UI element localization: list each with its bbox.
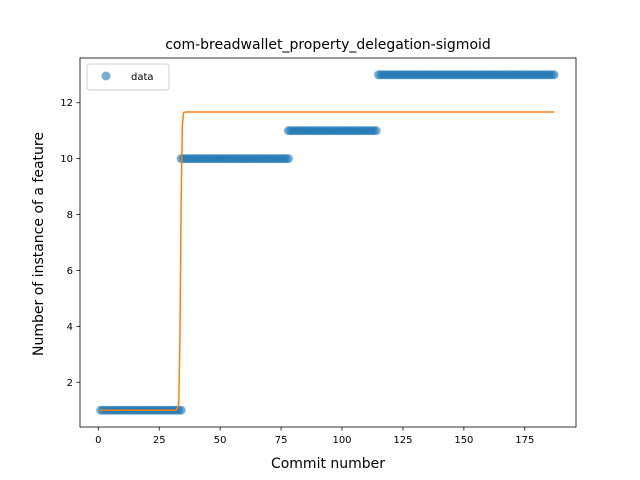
y-tick-label: 2: [67, 378, 73, 389]
y-tick-label: 8: [67, 210, 73, 221]
axes-frame: [79, 57, 577, 428]
y-tick-label: 10: [60, 154, 73, 165]
plot-area: [96, 70, 559, 415]
legend-frame: [86, 63, 170, 91]
x-tick-label: 50: [214, 435, 227, 446]
legend: data: [86, 63, 170, 91]
chart-title: com-breadwallet_property_delegation-sigm…: [165, 37, 491, 53]
x-axis-label: Commit number: [271, 456, 385, 472]
x-tick-label: 125: [393, 435, 412, 446]
x-tick-label: 150: [454, 435, 473, 446]
data-point: [176, 405, 186, 415]
x-tick-label: 25: [153, 435, 166, 446]
y-axis-label: Number of instance of a feature: [31, 132, 47, 356]
axes: 0 25 50 75 100 125 150 175 2 4 6 8 10 12: [60, 57, 577, 446]
y-tick-label: 12: [60, 98, 73, 109]
x-tick-label: 0: [95, 435, 101, 446]
x-tick-label: 100: [332, 435, 351, 446]
fit-line: [100, 111, 555, 411]
x-tick-label: 175: [515, 435, 534, 446]
data-point: [549, 70, 559, 80]
data-point: [371, 126, 381, 136]
legend-label-data: data: [131, 72, 154, 83]
x-tick-label: 75: [275, 435, 288, 446]
legend-marker-data: [101, 71, 111, 81]
y-tick-label: 4: [67, 322, 73, 333]
y-tick-label: 6: [67, 266, 73, 277]
data-point: [283, 154, 293, 164]
